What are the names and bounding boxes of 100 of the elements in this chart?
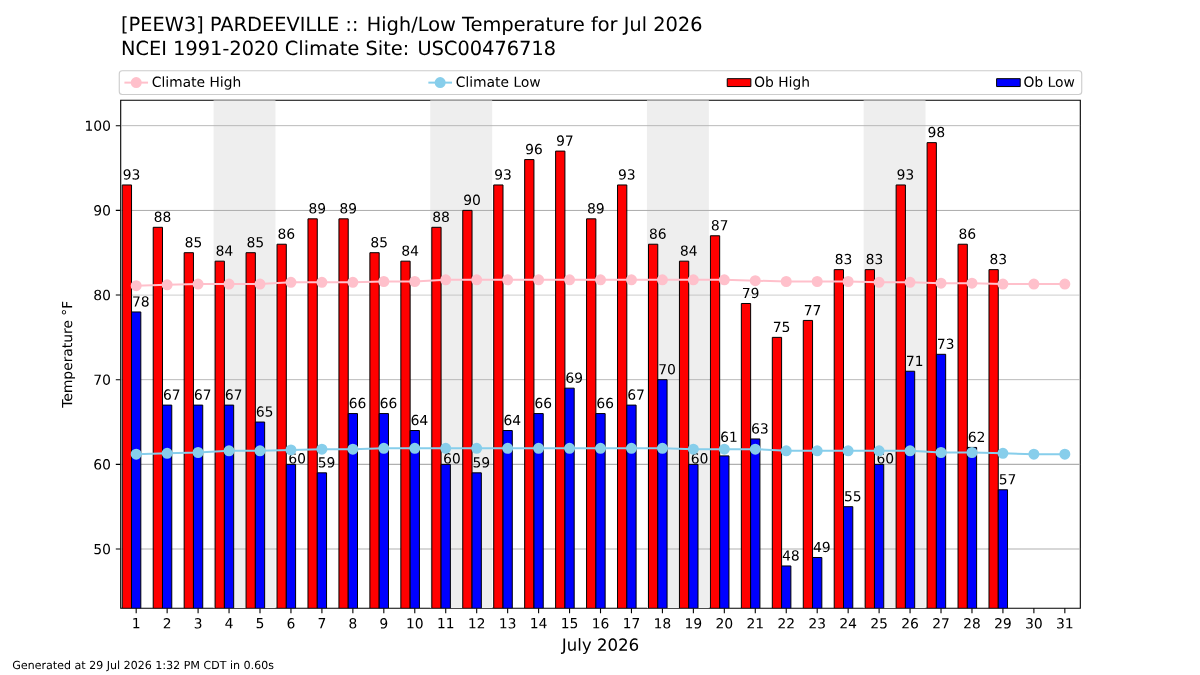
data-label: 89: [309, 203, 326, 214]
x-tick-label: 11: [438, 618, 454, 629]
point: [780, 275, 792, 287]
x-tick-label: 1: [133, 618, 140, 629]
data-label: 84: [680, 245, 697, 256]
data-label: 66: [597, 397, 614, 409]
x-tick-label: 26: [902, 618, 918, 629]
point: [595, 274, 607, 286]
data-label: 67: [163, 389, 180, 400]
point: [254, 278, 266, 290]
legend-label: Ob Low: [1024, 76, 1075, 88]
data-label: 83: [835, 253, 852, 265]
data-label: 85: [185, 236, 202, 248]
point: [347, 276, 359, 288]
data-label: 59: [473, 457, 490, 468]
x-tick-label: 28: [964, 618, 980, 629]
data-label: 96: [526, 143, 542, 155]
point: [192, 447, 204, 459]
x-tick-label: 9: [380, 618, 388, 629]
data-label: 86: [278, 228, 295, 239]
point: [161, 447, 173, 459]
data-label: 75: [773, 321, 790, 333]
data-label: 61: [721, 431, 737, 443]
point: [285, 276, 297, 288]
y-tick-label: 100: [86, 120, 110, 131]
point: [718, 274, 730, 286]
point: [997, 447, 1009, 459]
point: [904, 276, 916, 288]
data-label: 69: [566, 372, 583, 383]
data-label: 66: [349, 397, 366, 409]
point: [440, 274, 452, 286]
x-tick-label: 23: [809, 618, 825, 629]
x-tick-label: 27: [933, 618, 949, 629]
point: [873, 276, 885, 288]
data-label: 87: [711, 220, 728, 231]
data-label: 70: [659, 363, 675, 375]
point: [409, 442, 421, 454]
point: [409, 275, 421, 287]
data-label: 93: [123, 169, 140, 180]
data-label: 93: [618, 169, 635, 180]
legend-label: Climate Low: [456, 76, 541, 88]
data-label: 65: [256, 406, 273, 417]
point: [997, 278, 1009, 290]
data-label: 67: [628, 389, 644, 400]
point: [347, 443, 359, 455]
data-label: 90: [464, 194, 480, 206]
x-tick-label: 20: [716, 618, 733, 629]
data-label: 86: [649, 228, 666, 239]
point: [564, 274, 576, 286]
x-tick-label: 12: [469, 618, 485, 629]
data-label: 89: [587, 203, 604, 214]
x-tick-label: 31: [1057, 618, 1073, 629]
point: [1028, 278, 1040, 290]
y-tick-label: 50: [94, 543, 110, 555]
point: [533, 442, 545, 454]
x-tick-label: 16: [593, 618, 609, 629]
point: [378, 442, 390, 454]
x-tick-label: 24: [840, 618, 857, 629]
point: [966, 277, 978, 289]
point: [1059, 278, 1071, 290]
x-tick-label: 14: [531, 618, 547, 629]
data-label: 73: [937, 338, 954, 350]
x-tick-label: 19: [686, 618, 702, 629]
point: [130, 280, 142, 292]
point: [440, 442, 452, 454]
point: [842, 275, 854, 287]
data-label: 67: [225, 389, 242, 400]
data-label: 57: [999, 474, 1016, 485]
point: [687, 274, 699, 286]
point: [935, 277, 947, 289]
data-label: 62: [968, 431, 985, 443]
x-tick-label: 10: [407, 618, 423, 629]
point: [471, 274, 483, 286]
x-tick-label: 2: [163, 618, 171, 629]
x-tick-label: 22: [778, 618, 794, 629]
y-tick-label: 90: [94, 205, 110, 216]
data-label: 48: [782, 550, 799, 561]
y-axis-title: Temperature °F: [61, 301, 76, 408]
data-label: 66: [535, 397, 552, 409]
data-label: 67: [194, 389, 211, 400]
text: Generated at 29 Jul 2026 1:32 PM CDT in 0.60s: [12, 660, 274, 672]
data-label: 85: [247, 236, 263, 248]
data-label: 84: [216, 245, 233, 256]
data-label: 66: [380, 397, 397, 409]
y-tick-label: 70: [94, 374, 110, 385]
data-label: 59: [318, 457, 335, 468]
point: [316, 276, 328, 288]
point: [904, 445, 916, 457]
x-tick-label: 4: [225, 618, 233, 629]
x-tick-label: 7: [318, 618, 326, 629]
point: [471, 442, 483, 454]
data-label: 93: [495, 169, 511, 180]
data-label: 86: [959, 228, 976, 239]
point: [1028, 448, 1040, 460]
data-label: 88: [433, 211, 449, 223]
data-label: 93: [897, 169, 914, 180]
legend-label: Ob High: [754, 76, 809, 90]
point: [811, 445, 823, 457]
x-tick-label: 29: [995, 618, 1011, 629]
x-tick-label: 15: [562, 618, 578, 629]
